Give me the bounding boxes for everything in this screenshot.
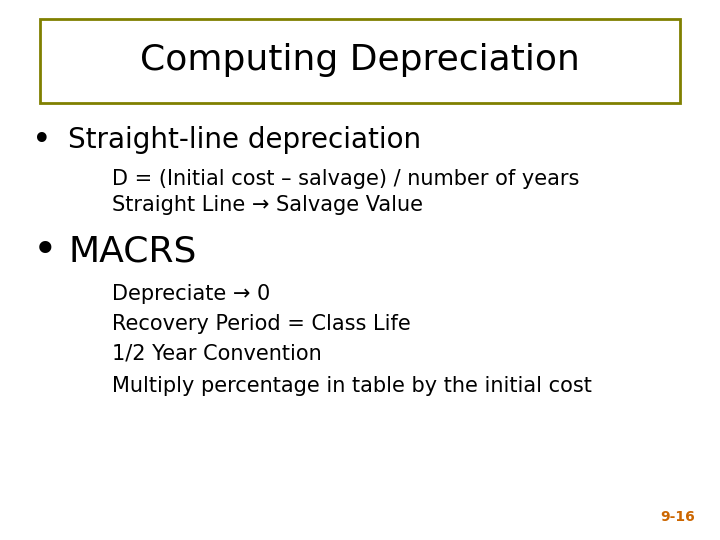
Text: •: •	[32, 124, 52, 157]
Text: Recovery Period = Class Life: Recovery Period = Class Life	[112, 314, 410, 334]
Text: MACRS: MACRS	[68, 234, 197, 268]
Text: Depreciate → 0: Depreciate → 0	[112, 284, 270, 305]
Text: 9-16: 9-16	[660, 510, 695, 524]
Text: •: •	[32, 230, 57, 272]
Text: Straight-line depreciation: Straight-line depreciation	[68, 126, 421, 154]
Text: Straight Line → Salvage Value: Straight Line → Salvage Value	[112, 195, 423, 215]
Text: Computing Depreciation: Computing Depreciation	[140, 44, 580, 77]
Text: D = (Initial cost – salvage) / number of years: D = (Initial cost – salvage) / number of…	[112, 169, 579, 190]
FancyBboxPatch shape	[40, 19, 680, 103]
Text: 1/2 Year Convention: 1/2 Year Convention	[112, 343, 321, 364]
Text: Multiply percentage in table by the initial cost: Multiply percentage in table by the init…	[112, 376, 591, 396]
